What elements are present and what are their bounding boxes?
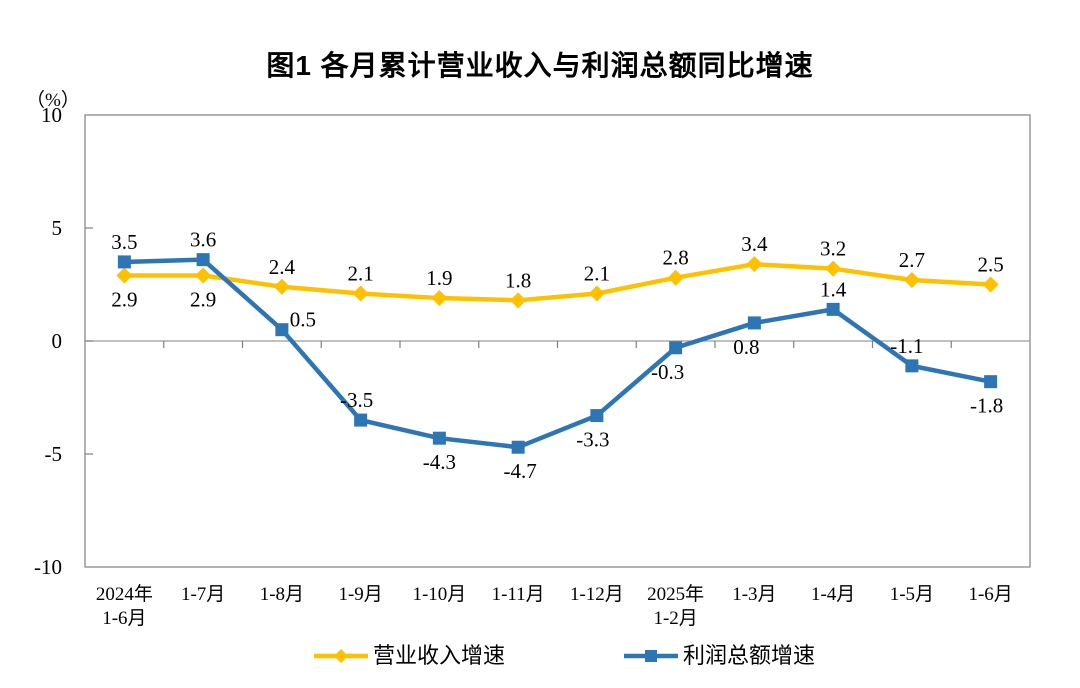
legend-item-revenue-growth: 营业收入增速 <box>313 645 505 667</box>
diamond-marker <box>352 285 369 302</box>
square-marker <box>984 375 998 389</box>
x-tick-label: 1-9月 <box>338 584 382 605</box>
chart-title: 图1 各月累计营业收入与利润总额同比增速 <box>266 50 814 81</box>
data-label: 2.5 <box>978 253 1004 277</box>
legend-square-marker <box>645 650 657 662</box>
legend-item-profit-growth: 利润总额增速 <box>623 645 815 667</box>
x-tick-label: 1-11月 <box>492 584 545 605</box>
data-label: -0.3 <box>651 360 684 384</box>
diamond-marker <box>588 285 605 302</box>
data-label: 3.4 <box>741 232 768 256</box>
x-tick-label: 1-7月 <box>181 584 225 605</box>
chart-legend: 营业收入增速 利润总额增速 <box>24 645 1080 667</box>
data-label: 2.1 <box>348 262 374 286</box>
data-label: 1.8 <box>505 268 531 292</box>
diamond-marker <box>903 271 920 288</box>
square-marker <box>747 316 761 330</box>
y-tick-label: 5 <box>52 216 63 240</box>
y-tick-label: -10 <box>34 555 62 579</box>
x-tick-label: 1-2月 <box>653 608 697 629</box>
data-label: -3.5 <box>340 388 373 412</box>
data-label: 2.9 <box>111 287 137 311</box>
legend-label-profit-growth: 利润总额增速 <box>683 643 816 668</box>
data-label: -4.3 <box>423 450 456 474</box>
square-marker <box>826 302 840 316</box>
square-marker <box>196 253 210 267</box>
data-label: 2.8 <box>663 246 689 270</box>
data-label: 3.6 <box>190 228 216 252</box>
data-label: 1.9 <box>426 266 452 290</box>
y-tick-label: 0 <box>52 329 63 353</box>
x-tick-label: 1-4月 <box>811 584 855 605</box>
data-label: 0.5 <box>290 308 316 332</box>
x-tick-label: 1-12月 <box>570 584 624 605</box>
plot-area: 10 5 0 -5 -10 2024年 1-6月 1-7月 1-8月 1-9月 1-10月 1-11月… <box>34 103 1031 629</box>
data-label: 2.7 <box>899 248 925 272</box>
diamond-marker <box>116 267 133 284</box>
y-tick-label: -5 <box>45 442 63 466</box>
square-marker <box>432 431 446 445</box>
square-marker <box>511 440 525 454</box>
diamond-marker <box>746 256 763 273</box>
x-tick-label: 2025年 <box>647 583 704 605</box>
square-marker <box>905 359 919 373</box>
profit-series-swatch <box>624 650 678 662</box>
square-marker <box>354 413 368 427</box>
legend-diamond-marker <box>333 649 348 663</box>
revenue-growth-line <box>122 261 993 303</box>
x-tick-label: 1-6月 <box>968 584 1012 605</box>
profit-growth-line <box>122 257 993 450</box>
y-axis-unit-label: （%） <box>26 90 80 111</box>
data-label: -3.3 <box>576 428 609 452</box>
diamond-marker <box>273 278 290 295</box>
x-tick-label: 1-3月 <box>732 584 776 605</box>
x-tick-label: 1-5月 <box>890 584 934 605</box>
data-label: -4.7 <box>504 459 537 483</box>
revenue-series-swatch <box>313 649 368 663</box>
diamond-marker <box>982 276 999 293</box>
x-tick-label: 1-8月 <box>260 584 304 605</box>
data-label: 2.1 <box>584 262 610 286</box>
x-tick-label: 1-6月 <box>102 608 146 629</box>
diamond-marker <box>510 292 527 309</box>
data-label: -1.8 <box>970 394 1003 418</box>
x-tick-label: 1-10月 <box>412 584 466 605</box>
diamond-marker <box>825 260 842 277</box>
y-tick-label: 10 <box>41 103 62 127</box>
data-label: 3.2 <box>820 237 846 261</box>
diamond-marker <box>667 269 684 286</box>
data-label: 2.9 <box>190 287 216 311</box>
diamond-marker <box>195 267 212 284</box>
x-tick-label: 2024年 <box>96 583 153 605</box>
square-marker <box>117 255 131 269</box>
data-label: 2.4 <box>269 255 296 279</box>
square-marker <box>275 323 289 337</box>
data-label: 1.4 <box>820 277 847 301</box>
data-label: 3.5 <box>111 230 137 254</box>
data-label: 0.8 <box>733 335 759 359</box>
legend-label-revenue-growth: 营业收入增速 <box>372 643 505 668</box>
square-marker <box>590 409 604 423</box>
square-marker <box>669 341 683 355</box>
data-label: -1.1 <box>890 334 923 358</box>
diamond-marker <box>431 290 448 307</box>
